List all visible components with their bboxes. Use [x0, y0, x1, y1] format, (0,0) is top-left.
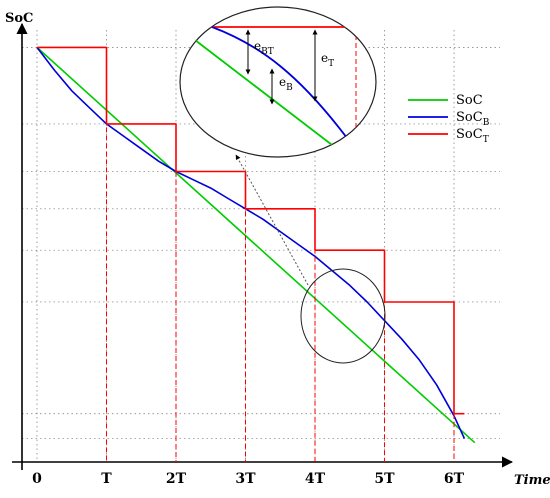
label-ebt: eBT — [254, 39, 274, 57]
zoom-circle — [300, 268, 386, 364]
x-tick-label: 5T — [374, 471, 395, 487]
y-axis-label: SoC — [5, 11, 33, 26]
zoom-connector — [235, 154, 309, 286]
label-et: eT — [321, 51, 334, 69]
legend-label: SoCB — [456, 110, 490, 128]
x-tick-label: 0 — [32, 471, 42, 487]
series-soct-line — [37, 46, 465, 415]
series-layer — [36, 46, 476, 462]
x-tick-label: 6T — [444, 471, 465, 487]
series-soc-line — [36, 46, 476, 444]
legend-label: SoCT — [456, 127, 489, 145]
x-tick-label: 2T — [166, 471, 187, 487]
inset-soc-line — [194, 39, 337, 149]
inset-view: eBT eB eT — [179, 6, 377, 158]
x-tick-labels: 0 T 2T 3T 4T 5T 6T — [32, 471, 465, 487]
x-axis-label: Time — [514, 473, 550, 488]
x-tick-label: 4T — [305, 471, 326, 487]
label-eb: eB — [279, 75, 293, 93]
legend-label: SoC — [456, 93, 483, 108]
inset-socb-line — [211, 26, 351, 143]
series-socb-line — [36, 46, 466, 439]
zoom-callout — [235, 154, 386, 364]
x-tick-label: 3T — [235, 471, 256, 487]
inset-ellipse — [179, 6, 377, 158]
x-tick-label: T — [101, 471, 112, 487]
axes: SoC Time — [5, 11, 550, 488]
